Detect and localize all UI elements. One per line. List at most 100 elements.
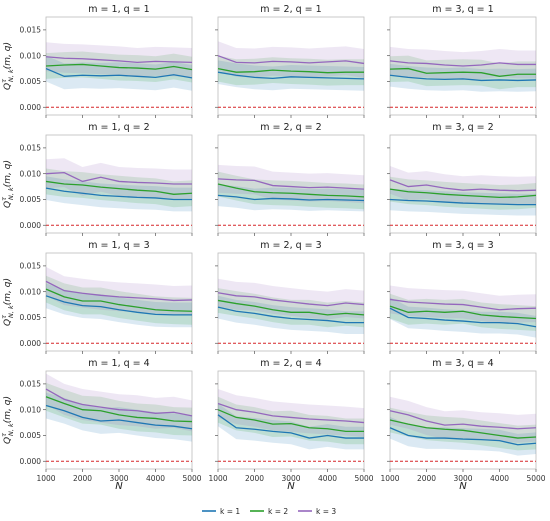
k1-series-line: [217, 306, 364, 324]
y-axis-label: QτN, k(m, q): [0, 396, 15, 444]
x-tick-label: 1000: [36, 474, 55, 483]
plot-frame: [389, 370, 537, 470]
x-tick-label: 1000: [380, 474, 399, 483]
legend-label-k2: k = 2: [268, 507, 288, 516]
k3-series-line: [389, 60, 536, 67]
k1-series-line: [217, 71, 365, 80]
y-tick-label: 0.010: [20, 405, 42, 414]
k3-series-line: [45, 388, 193, 417]
x-tick-label: 3000: [453, 474, 472, 483]
y-axis-label: QτN, k(m, q): [0, 278, 15, 326]
x-tick-label: 3000: [281, 474, 300, 483]
k1-series-line: [389, 198, 536, 206]
y-tick-label: 0.000: [20, 103, 42, 112]
y-tick-label: 0.015: [20, 379, 42, 388]
y-tick-label: 0.015: [20, 25, 42, 34]
k1-series-line: [45, 295, 192, 316]
k1-series-line: [217, 194, 365, 202]
k3-series-line: [45, 280, 193, 302]
y-tick-label: 0.015: [20, 261, 42, 270]
k3-confidence-band: [46, 42, 192, 77]
k1-series-line: [389, 307, 537, 328]
k1-confidence-band: [390, 63, 536, 92]
k2-confidence-band: [390, 407, 536, 451]
k1-confidence-band: [390, 297, 536, 338]
k2-series-line: [217, 409, 364, 432]
x-tick-label: 5000: [182, 474, 201, 483]
subplot-title: m = 2, q = 3: [260, 240, 321, 251]
k2-confidence-band: [46, 275, 192, 325]
k2-series-line: [45, 63, 193, 71]
k1-confidence-band: [390, 188, 536, 216]
k1-series-line: [45, 67, 193, 79]
k1-series-line: [389, 427, 537, 446]
k1-series-line: [45, 187, 192, 201]
legend-label-k1: k = 1: [220, 507, 240, 516]
k1-confidence-band: [218, 295, 364, 334]
x-tick-label: 5000: [354, 474, 373, 483]
k3-series-line: [217, 178, 365, 190]
x-tick-label: 2000: [245, 474, 264, 483]
subplot-2: m = 2, q = 1: [215, 4, 365, 118]
k2-series-line: [45, 180, 193, 195]
k1-series-line: [217, 414, 364, 439]
k3-confidence-band: [218, 164, 364, 204]
k2-confidence-band: [218, 288, 364, 328]
k1-confidence-band: [218, 403, 364, 450]
y-axis-label: QτN, k(m, q): [0, 42, 15, 90]
x-tick-label: 5000: [526, 474, 545, 483]
x-axis-label: N: [459, 481, 467, 492]
plot-frame: [389, 134, 537, 234]
y-tick-label: 0.000: [20, 221, 42, 230]
y-tick-label: 0.010: [20, 51, 42, 60]
subplot-10: m = 1, q = 4 0.000 0.005 0.010 0.015 1000 2000…: [0, 358, 202, 483]
plot-frame: [45, 252, 193, 352]
subplot-title: m = 2, q = 1: [260, 4, 321, 15]
subplot-8: m = 2, q = 3: [215, 240, 365, 354]
subplot-7: m = 1, q = 3 0.000 0.005 0.010 0.015 QτN, k(m…: [0, 240, 193, 354]
subplot-1: m = 1, q = 1 0.000 0.005 0.010 0.015 QτN, k(m…: [0, 4, 193, 118]
subplot-title: m = 1, q = 4: [88, 358, 149, 369]
k2-series-line: [217, 183, 365, 198]
x-tick-label: 4000: [146, 474, 165, 483]
k3-series-line: [45, 56, 193, 64]
x-tick-label: 4000: [490, 474, 509, 483]
k2-confidence-band: [218, 396, 364, 445]
subplot-title: m = 2, q = 2: [260, 122, 321, 133]
subplot-title: m = 1, q = 3: [88, 240, 149, 251]
k3-series-line: [389, 179, 537, 192]
legend: k = 1 k = 2 k = 3: [202, 507, 336, 516]
k2-series-line: [45, 396, 193, 423]
subplot-title: m = 2, q = 4: [260, 358, 321, 369]
k3-series-line: [45, 171, 192, 185]
k2-series-line: [389, 188, 537, 199]
k2-series-line: [389, 67, 536, 77]
k3-confidence-band: [390, 46, 536, 80]
x-tick-label: 2000: [73, 474, 92, 483]
subplot-title: m = 1, q = 2: [88, 122, 149, 133]
subplot-12: m = 3, q = 4 1000 2000 3000 4000 5000: [380, 358, 545, 483]
y-tick-label: 0.015: [20, 143, 42, 152]
k3-confidence-band: [218, 278, 364, 320]
x-tick-label: 3000: [109, 474, 128, 483]
k3-confidence-band: [390, 396, 536, 443]
subplot-title: m = 1, q = 1: [88, 4, 149, 15]
y-tick-label: 0.000: [20, 457, 42, 466]
k3-series-line: [389, 410, 537, 430]
k1-confidence-band: [390, 416, 536, 456]
x-tick-label: 4000: [318, 474, 337, 483]
subplot-11: m = 2, q = 4 1000 2000 3000 4000 5000: [208, 358, 373, 483]
k2-series-line: [217, 67, 364, 74]
subplot-title: m = 3, q = 2: [432, 122, 493, 133]
k3-series-line: [217, 402, 365, 424]
k3-confidence-band: [218, 389, 364, 438]
x-axis-label: N: [287, 481, 295, 492]
k3-confidence-band: [390, 165, 536, 205]
k3-series-line: [217, 292, 365, 307]
k3-confidence-band: [46, 266, 192, 315]
k1-confidence-band: [46, 283, 192, 328]
plot-frame: [217, 370, 365, 470]
k2-series-line: [389, 305, 537, 320]
subplot-title: m = 3, q = 3: [432, 240, 493, 251]
subplot-4: m = 1, q = 2 0.000 0.005 0.010 0.015 QτN, k(m…: [0, 122, 193, 236]
